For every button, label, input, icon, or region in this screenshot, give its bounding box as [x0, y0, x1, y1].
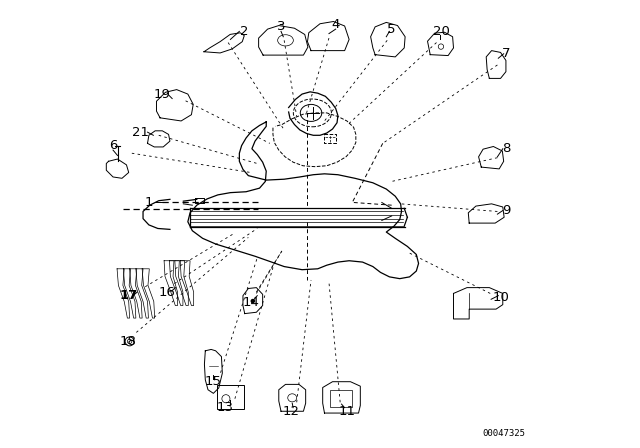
Text: 11: 11	[339, 405, 355, 418]
Ellipse shape	[250, 299, 255, 303]
Text: 1: 1	[145, 196, 153, 209]
Text: 16: 16	[158, 286, 175, 299]
Text: 21: 21	[132, 125, 149, 139]
Text: 18: 18	[120, 335, 137, 348]
Text: 4: 4	[332, 18, 340, 31]
Text: 12: 12	[282, 405, 300, 418]
Text: 2: 2	[239, 25, 248, 38]
Text: 17: 17	[119, 289, 138, 302]
Text: 00047325: 00047325	[482, 429, 525, 438]
Text: 8: 8	[502, 142, 511, 155]
Text: 9: 9	[502, 204, 511, 217]
Text: 15: 15	[205, 375, 222, 388]
Text: 5: 5	[387, 22, 396, 36]
Text: 7: 7	[502, 47, 511, 60]
Text: 3: 3	[276, 20, 285, 34]
Text: 20: 20	[433, 25, 449, 38]
Text: 14: 14	[242, 296, 259, 309]
Text: 19: 19	[154, 87, 171, 101]
Text: 13: 13	[216, 401, 234, 414]
Text: 6: 6	[109, 139, 117, 152]
Text: 10: 10	[493, 291, 510, 305]
